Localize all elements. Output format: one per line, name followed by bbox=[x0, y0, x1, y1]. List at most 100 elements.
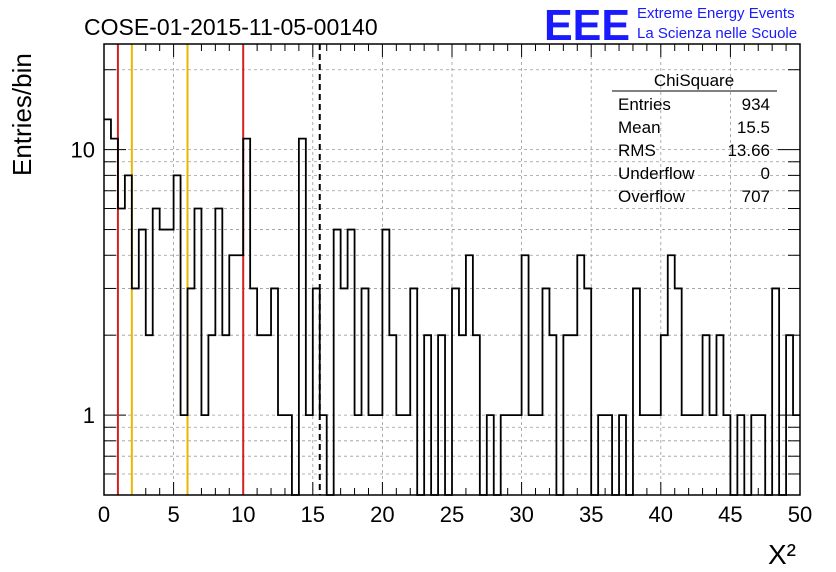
stats-label: Mean bbox=[618, 118, 661, 137]
stats-title: ChiSquare bbox=[654, 71, 734, 90]
histogram-bin bbox=[605, 415, 612, 495]
histogram-bin bbox=[375, 415, 382, 495]
plot-frame bbox=[103, 43, 801, 496]
histogram-bin bbox=[424, 335, 431, 495]
histogram-bin bbox=[793, 415, 800, 495]
histogram-bin bbox=[118, 209, 125, 495]
histogram-bin bbox=[174, 175, 181, 495]
histogram-bin bbox=[689, 415, 696, 495]
histogram-bin bbox=[438, 335, 445, 495]
histogram-bin bbox=[584, 288, 591, 495]
histogram-bin bbox=[355, 415, 362, 495]
histogram-bin bbox=[487, 415, 494, 495]
histogram-bin bbox=[382, 230, 389, 495]
histogram-bin bbox=[132, 288, 139, 495]
x-axis-label: X² bbox=[768, 539, 796, 570]
stats-value: 13.66 bbox=[727, 141, 770, 160]
histogram-bin bbox=[299, 139, 306, 495]
histogram-bin bbox=[410, 288, 417, 495]
histogram-bin bbox=[194, 209, 201, 495]
histogram-bin bbox=[208, 335, 215, 495]
stats-label: Overflow bbox=[618, 187, 686, 206]
histogram-bin bbox=[549, 335, 556, 495]
histogram-bin bbox=[723, 415, 730, 495]
histogram-bin bbox=[396, 415, 403, 495]
histogram-bin bbox=[751, 415, 758, 495]
histogram-bin bbox=[285, 415, 292, 495]
stats-label: Underflow bbox=[618, 164, 695, 183]
histogram-bin bbox=[501, 415, 508, 495]
stats-value: 934 bbox=[742, 95, 770, 114]
histogram-bin bbox=[640, 415, 647, 495]
stats-value: 0 bbox=[761, 164, 770, 183]
histogram-bin bbox=[703, 335, 710, 495]
histogram-bin bbox=[570, 335, 577, 495]
project-subtitle: La Scienza nelle Scuole bbox=[637, 25, 797, 42]
histogram-bin bbox=[362, 288, 369, 495]
histogram-bin bbox=[243, 139, 250, 495]
y-tick-labels: 1 10 bbox=[71, 138, 95, 428]
histogram-bin bbox=[647, 415, 654, 495]
x-tick-label: 30 bbox=[509, 502, 533, 527]
histogram-bin bbox=[716, 335, 723, 495]
histogram-bin bbox=[403, 415, 410, 495]
histogram-bin bbox=[459, 335, 466, 495]
x-tick-label: 25 bbox=[440, 502, 464, 527]
y-tick-label: 1 bbox=[83, 403, 95, 428]
x-tick-labels: 0 5 10 15 20 25 30 35 40 45 50 bbox=[98, 502, 812, 527]
histogram-bin bbox=[181, 415, 188, 495]
y-axis-label: Entries/bin bbox=[7, 53, 37, 176]
histogram-bin bbox=[264, 335, 271, 495]
x-tick-label: 10 bbox=[231, 502, 255, 527]
histogram-bin bbox=[529, 415, 536, 495]
histogram-bin bbox=[104, 119, 111, 495]
histogram-bin bbox=[654, 415, 661, 495]
histogram-bin bbox=[563, 335, 570, 495]
x-tick-label: 5 bbox=[167, 502, 179, 527]
x-tick-label: 45 bbox=[718, 502, 742, 527]
histogram-bin bbox=[522, 255, 529, 495]
x-tick-label: 0 bbox=[98, 502, 110, 527]
stats-value: 15.5 bbox=[737, 118, 770, 137]
histogram-bin bbox=[542, 288, 549, 495]
histogram-bin bbox=[313, 288, 320, 495]
histogram-bin bbox=[466, 255, 473, 495]
histogram-bin bbox=[125, 175, 132, 495]
histogram-bin bbox=[682, 415, 689, 495]
histogram-bin bbox=[341, 288, 348, 495]
x-tick-label: 40 bbox=[649, 502, 673, 527]
histogram-outline bbox=[104, 118, 800, 496]
histogram-bin bbox=[348, 230, 355, 495]
histogram-bin bbox=[153, 209, 160, 495]
stats-value: 707 bbox=[742, 187, 770, 206]
histogram-bin bbox=[306, 415, 313, 495]
histogram-bin bbox=[229, 255, 236, 495]
histogram-bin bbox=[271, 288, 278, 495]
histogram-bin bbox=[250, 288, 257, 495]
histogram-bin bbox=[633, 288, 640, 495]
run-title: COSE-01-2015-11-05-00140 bbox=[84, 14, 378, 40]
stats-label: Entries bbox=[618, 95, 671, 114]
histogram-bin bbox=[508, 415, 515, 495]
x-tick-label: 50 bbox=[788, 502, 812, 527]
histogram-bin bbox=[111, 139, 118, 495]
histogram-bin bbox=[146, 335, 153, 495]
histogram-bin bbox=[334, 230, 341, 495]
x-tick-label: 35 bbox=[579, 502, 603, 527]
histogram-bin bbox=[737, 415, 744, 495]
histogram-bin bbox=[320, 415, 327, 495]
histogram-bin bbox=[222, 335, 229, 495]
histogram-bin bbox=[188, 288, 195, 495]
histogram-bin bbox=[515, 415, 522, 495]
histogram-bin bbox=[619, 415, 626, 495]
histogram-bin bbox=[696, 415, 703, 495]
histogram-bin bbox=[675, 288, 682, 495]
histogram bbox=[104, 118, 800, 496]
x-tick-label: 15 bbox=[301, 502, 325, 527]
histogram-bin bbox=[473, 335, 480, 495]
y-tick-label: 10 bbox=[71, 138, 95, 163]
histogram-bin bbox=[278, 415, 285, 495]
histogram-bin bbox=[661, 335, 668, 495]
histogram-bin bbox=[160, 230, 167, 495]
